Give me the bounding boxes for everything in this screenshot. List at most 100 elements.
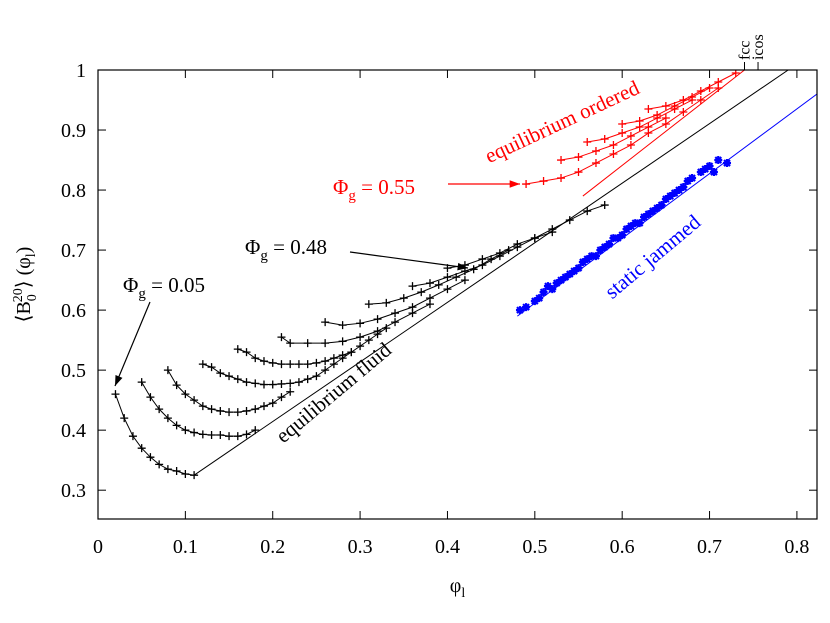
plot-area xyxy=(111,70,817,480)
marker xyxy=(565,270,574,279)
x-tick-label: 0.8 xyxy=(784,536,809,558)
y-axis-label-part: 20 xyxy=(11,288,26,302)
x-tick-label: 0.5 xyxy=(522,536,547,558)
marker xyxy=(591,147,600,156)
y-tick-label: 1 xyxy=(76,60,86,82)
marker xyxy=(696,87,705,96)
y-tick-label: 0.4 xyxy=(61,420,86,442)
annotation-part: static jammed xyxy=(600,209,706,303)
marker xyxy=(631,219,640,228)
marker xyxy=(653,111,662,120)
marker xyxy=(548,285,557,294)
marker xyxy=(181,390,190,399)
marker xyxy=(338,321,347,330)
marker xyxy=(233,408,242,417)
marker xyxy=(539,177,548,186)
marker xyxy=(618,120,627,129)
x-tick-label: 0.2 xyxy=(260,536,285,558)
marker xyxy=(321,318,330,327)
marker xyxy=(679,108,688,117)
x-tick-label: 0.7 xyxy=(697,536,722,558)
marker xyxy=(709,168,718,177)
marker xyxy=(583,207,592,216)
marker xyxy=(574,153,583,162)
marker xyxy=(600,201,609,210)
marker xyxy=(303,375,312,384)
marker xyxy=(609,150,618,159)
marker xyxy=(513,240,522,249)
marker xyxy=(425,279,434,288)
marker xyxy=(303,339,312,348)
marker xyxy=(225,372,234,381)
marker xyxy=(661,114,670,123)
marker xyxy=(425,294,434,303)
marker xyxy=(666,192,675,201)
marker xyxy=(198,360,207,369)
marker xyxy=(626,222,635,231)
marker xyxy=(251,379,260,388)
marker xyxy=(233,345,242,354)
series-line xyxy=(368,249,509,305)
marker xyxy=(163,414,172,423)
marker xyxy=(622,225,631,234)
marker xyxy=(181,426,190,435)
marker xyxy=(565,216,574,225)
annotation-part: = 0.48 xyxy=(268,235,327,259)
marker xyxy=(347,348,356,357)
marker xyxy=(120,414,129,423)
series-line xyxy=(447,204,605,269)
marker xyxy=(216,406,225,415)
marker xyxy=(460,276,469,285)
marker xyxy=(373,315,382,324)
marker xyxy=(574,264,583,273)
marker xyxy=(609,141,618,150)
marker xyxy=(417,288,426,297)
marker xyxy=(648,207,657,216)
marker xyxy=(535,294,544,303)
marker xyxy=(557,156,566,165)
x-tick-label: 0.3 xyxy=(348,536,373,558)
marker xyxy=(591,252,600,261)
marker xyxy=(338,337,347,346)
marker xyxy=(600,243,609,252)
marker xyxy=(286,339,295,348)
marker xyxy=(373,327,382,336)
marker xyxy=(696,168,705,177)
marker xyxy=(190,471,199,480)
marker xyxy=(530,234,539,243)
annotation-part: g xyxy=(348,188,356,204)
marker xyxy=(242,406,251,415)
marker xyxy=(233,375,242,384)
x-axis-label-part: l xyxy=(461,586,465,601)
marker xyxy=(277,333,286,342)
y-tick-label: 0.8 xyxy=(61,180,86,202)
marker xyxy=(626,132,635,141)
marker xyxy=(356,342,365,351)
marker xyxy=(661,195,670,204)
marker xyxy=(600,135,609,144)
marker xyxy=(190,428,199,437)
y-axis-label-part: ) xyxy=(13,247,35,254)
y-tick-label: 0.5 xyxy=(61,360,86,382)
marker xyxy=(155,405,164,414)
y-tick-label: 0.7 xyxy=(61,240,86,262)
marker xyxy=(705,162,714,171)
marker xyxy=(408,303,417,312)
marker xyxy=(172,466,181,475)
marker xyxy=(207,363,216,372)
marker xyxy=(522,303,531,312)
marker xyxy=(688,174,697,183)
marker xyxy=(618,129,627,138)
marker xyxy=(609,234,618,243)
marker xyxy=(578,258,587,267)
marker xyxy=(557,276,566,285)
series-line xyxy=(193,70,789,476)
marker xyxy=(670,189,679,198)
marker xyxy=(128,432,137,441)
arrow-head xyxy=(509,180,520,188)
marker xyxy=(548,225,557,234)
marker xyxy=(408,282,417,291)
marker xyxy=(198,430,207,439)
marker xyxy=(434,280,443,289)
annotation-arrow xyxy=(114,301,151,387)
